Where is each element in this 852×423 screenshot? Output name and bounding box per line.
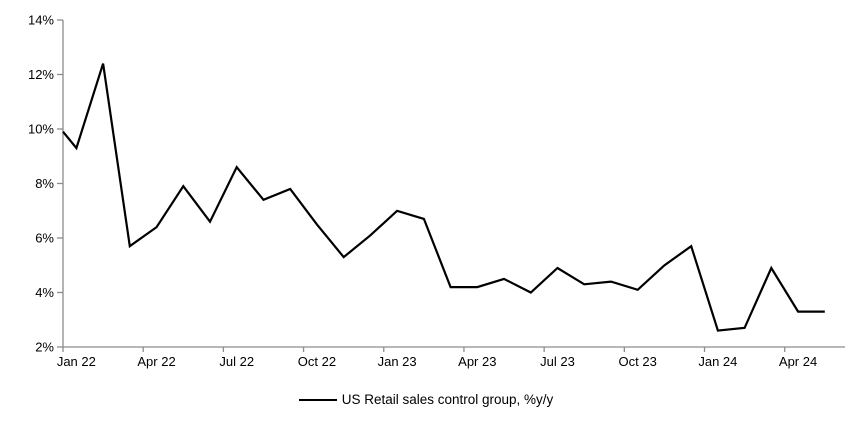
x-tick-label: Oct 23: [619, 354, 657, 369]
x-tick-label: Apr 22: [137, 354, 175, 369]
y-tick-label: 14%: [28, 13, 54, 28]
legend-series-label: US Retail sales control group, %y/y: [341, 392, 554, 407]
x-tick-label: Jul 23: [540, 354, 575, 369]
x-tick-label: Apr 24: [779, 354, 817, 369]
x-tick-label: Oct 22: [298, 354, 336, 369]
chart-legend: US Retail sales control group, %y/y: [0, 392, 852, 407]
y-tick-label: 2%: [35, 340, 54, 355]
y-tick-label: 6%: [35, 231, 54, 246]
x-tick-label: Jan 24: [698, 354, 737, 369]
x-tick-label: Apr 23: [458, 354, 496, 369]
y-tick-label: 8%: [35, 176, 54, 191]
series-line: [62, 63, 825, 332]
x-tick-label: Jul 22: [219, 354, 254, 369]
y-tick-label: 4%: [35, 285, 54, 300]
legend-line-swatch: [298, 398, 337, 401]
y-tick-label: 10%: [28, 122, 54, 137]
x-tick-label: Jan 22: [57, 354, 96, 369]
y-tick-label: 12%: [28, 67, 54, 82]
x-tick-label: Jan 23: [378, 354, 417, 369]
